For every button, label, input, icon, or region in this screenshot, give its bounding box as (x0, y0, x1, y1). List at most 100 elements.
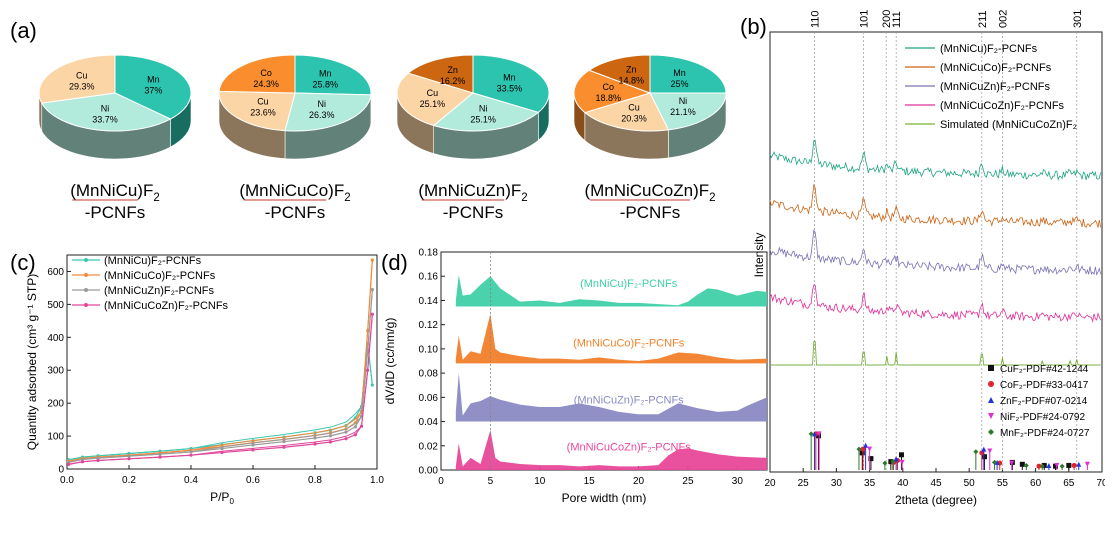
pie-value-cu: 20.3% (621, 113, 647, 123)
c-point (66, 462, 71, 466)
d-xtick-label: 10 (534, 476, 546, 487)
pie-slice-ni (284, 92, 372, 132)
pie-slice-mn (472, 54, 550, 113)
pie-value-mn: 37% (144, 86, 162, 96)
pie-label-mn: Mn (503, 73, 516, 83)
b-xtick-label: 55 (997, 478, 1009, 489)
d-xtick-label: 0 (438, 476, 444, 487)
c-series-line-3 (68, 289, 373, 464)
pie-title-line2-2: -PCNFs (265, 203, 325, 222)
pie-value-cu: 23.6% (250, 107, 276, 117)
marker-triangle-up (811, 431, 817, 437)
b-xtick-label: 70 (1096, 478, 1105, 489)
d-xtick-label: 25 (682, 476, 694, 487)
marker-triangle-up (981, 446, 987, 452)
c-point (366, 368, 370, 372)
marker-diamond (991, 459, 997, 465)
c-point (80, 457, 85, 462)
marker-triangle-up (863, 442, 869, 448)
pie-title-4-main: (MnNiCuCoZn)F (584, 181, 709, 200)
d-ytick-label: 0.12 (419, 320, 439, 331)
pie-title-line2-4: -PCNFs (620, 203, 680, 222)
marker-square (1053, 463, 1059, 469)
c-xtick-label: 0.2 (122, 475, 136, 486)
b-xtick-label: 45 (930, 478, 942, 489)
pore-distribution-chart: 0 5 10 15 20 25 30 0.00 0.02 0.04 0.06 0.08 0.10 0.12… (383, 248, 768, 505)
pie-title-2: (MnNiCuCo)F2 (239, 181, 350, 204)
marker-triangle-down (867, 446, 873, 452)
c-xlabel-sub: 0 (229, 497, 234, 506)
pie-label-ni: Ni (479, 103, 488, 113)
d-ytick-label: 0.06 (419, 393, 439, 404)
c-legend-label: (MnNiCuCo)F₂-PCNFs (104, 270, 216, 282)
marker-triangle-down (899, 459, 905, 465)
pie-3: Mn33.5%Ni25.1%Cu25.1%Zn16.2%(MnNiCuZn)F2… (396, 54, 550, 222)
c-point (251, 448, 255, 452)
marker-square (859, 450, 865, 456)
b-legend-label: (MnNiCuZn)F₂-PCNFs (940, 81, 1050, 93)
marker-square (815, 433, 821, 439)
pie-value-mn: 25% (671, 79, 689, 89)
c-point (96, 458, 100, 463)
b-ref-legend-label: CoF₂-PDF#33-0417 (1000, 380, 1089, 391)
b-hkl-label: 301 (1072, 10, 1084, 28)
pie-label-co: Co (260, 68, 272, 78)
marker-square (1019, 461, 1025, 467)
marker-triangle-up (893, 456, 899, 462)
b-hkl-label: 110 (809, 10, 821, 28)
c-xtick-label: 0.4 (184, 475, 198, 486)
marker-triangle-up (988, 397, 994, 403)
b-ref-legend-label: NiF₂-PDF#24-0792 (1000, 412, 1085, 423)
d-area-4 (455, 430, 767, 470)
d-ytick-label: 0.14 (419, 296, 439, 307)
d-ytick-label: 0.18 (419, 248, 439, 259)
c-xtick-label: 0.8 (308, 475, 322, 486)
c-point (370, 383, 374, 387)
c-ytick-label: 0 (58, 465, 64, 476)
marker-diamond (1023, 462, 1029, 468)
b-hkl-label: 200 (881, 10, 893, 28)
marker-square (1066, 462, 1072, 468)
marker-square (988, 365, 994, 371)
panel-label-d: (d) (381, 250, 408, 275)
pie-value-ni: 33.7% (92, 114, 118, 124)
pie-title-1: (MnNiCu)F2 (70, 181, 160, 204)
pie-slice-cu (218, 90, 296, 132)
marker-square (898, 452, 904, 458)
d-xlabel: Pore width (nm) (562, 491, 647, 505)
pie-label-mn: Mn (147, 75, 160, 85)
panel-label-c: (c) (10, 250, 36, 275)
marker-square (868, 456, 874, 462)
d-area-1 (455, 275, 767, 307)
c-point (344, 437, 348, 441)
c-point (127, 454, 131, 458)
panel-label-b: (b) (740, 14, 767, 39)
c-point (282, 440, 286, 444)
pie-slice-ni (432, 92, 540, 132)
b-hkl-label: 002 (997, 10, 1009, 28)
c-xtick-label: 1.0 (370, 475, 384, 486)
d-xtick-label: 15 (584, 476, 596, 487)
b-xtick-label: 25 (798, 478, 810, 489)
pie-slice-mn (649, 54, 727, 94)
pie-label-mn: Mn (673, 68, 686, 78)
pie-label-cu: Cu (257, 96, 269, 106)
b-xtick-label: 20 (764, 478, 776, 489)
b-hkl-label: 101 (859, 10, 871, 28)
d-area-2 (455, 313, 767, 364)
c-ytick-label: 500 (47, 300, 64, 311)
c-xtick-label: 0.6 (246, 475, 260, 486)
b-xtick-label: 35 (864, 478, 876, 489)
b-xtick-label: 40 (897, 478, 909, 489)
d-xtick-label: 5 (488, 476, 494, 487)
c-series-line-4 (68, 314, 373, 465)
d-area-3 (455, 373, 767, 422)
c-legend-label: (MnNiCuZn)F₂-PCNFs (104, 285, 214, 297)
c-point (158, 455, 162, 459)
c-point (366, 329, 370, 333)
pie-slice-zn (587, 54, 651, 94)
